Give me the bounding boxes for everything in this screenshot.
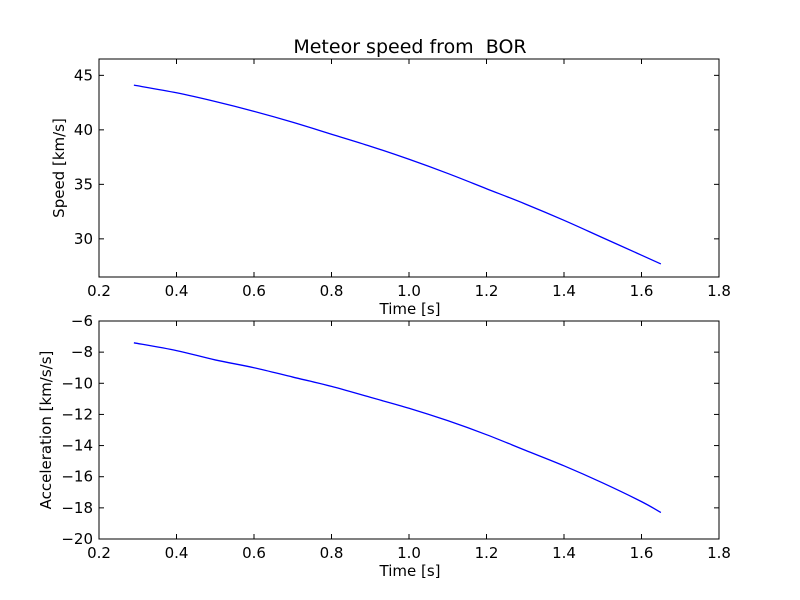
- acceleration-x-tick-label: 1.4: [552, 544, 576, 562]
- speed-x-tick-label: 1.0: [397, 282, 421, 300]
- speed-series-line: [133, 84, 662, 265]
- acceleration-y-tick-label: −14: [61, 437, 93, 455]
- speed-x-tick-label: 1.8: [707, 282, 731, 300]
- acceleration-x-tick-label: 1.6: [630, 544, 654, 562]
- acceleration-y-tick-label: −12: [61, 405, 93, 423]
- acceleration-x-tick-label: 0.8: [320, 544, 344, 562]
- speed-y-axis-label: Speed [km/s]: [50, 118, 68, 218]
- speed-x-tick-label: 0.4: [165, 282, 189, 300]
- acceleration-y-tick-label: −16: [61, 468, 93, 486]
- speed-y-tick-label: 45: [74, 66, 93, 84]
- speed-panel: Meteor speed from BOR 0.2 0.4 0.6 0.8 1.0 1.2…: [50, 36, 731, 318]
- acceleration-x-tick-label: 0.6: [242, 544, 266, 562]
- acceleration-y-tick-label: −20: [61, 530, 93, 548]
- acceleration-panel-frame: [98, 320, 720, 540]
- speed-y-tick-label: 35: [74, 175, 93, 193]
- speed-x-tick-label: 1.4: [552, 282, 576, 300]
- speed-x-tick-label: 1.6: [630, 282, 654, 300]
- acceleration-panel-ticks: 0.2 0.4 0.6 0.8 1.0 1.2 1.4 1.6 1.8 −6 −8 −10 −12 −14…: [61, 312, 731, 562]
- acceleration-y-axis-label: Acceleration [km/s/s]: [37, 351, 55, 510]
- acceleration-panel: 0.2 0.4 0.6 0.8 1.0 1.2 1.4 1.6 1.8 −6 −8 −10 −12 −14…: [37, 312, 731, 580]
- acceleration-y-tick-label: −18: [61, 499, 93, 517]
- acceleration-x-tick-label: 0.2: [87, 544, 111, 562]
- speed-x-tick-label: 1.2: [475, 282, 499, 300]
- acceleration-series-line: [133, 342, 662, 514]
- acceleration-x-tick-label: 0.4: [165, 544, 189, 562]
- chart-title: Meteor speed from BOR: [293, 36, 526, 58]
- speed-panel-frame: [98, 58, 720, 278]
- acceleration-x-axis-label: Time [s]: [379, 562, 441, 580]
- acceleration-x-tick-label: 1.2: [475, 544, 499, 562]
- speed-y-tick-label: 30: [74, 230, 93, 248]
- acceleration-x-tick-label: 1.8: [707, 544, 731, 562]
- acceleration-y-tick-label: −8: [71, 343, 93, 361]
- speed-panel-ticks: 0.2 0.4 0.6 0.8 1.0 1.2 1.4 1.6 1.8 30 35 40 45: [74, 59, 731, 300]
- speed-y-tick-label: 40: [74, 121, 93, 139]
- speed-x-tick-label: 0.6: [242, 282, 266, 300]
- speed-x-tick-label: 0.8: [320, 282, 344, 300]
- acceleration-x-tick-label: 1.0: [397, 544, 421, 562]
- acceleration-y-tick-label: −10: [61, 374, 93, 392]
- speed-x-axis-label: Time [s]: [379, 300, 441, 318]
- speed-x-tick-label: 0.2: [87, 282, 111, 300]
- acceleration-y-tick-label: −6: [71, 312, 93, 330]
